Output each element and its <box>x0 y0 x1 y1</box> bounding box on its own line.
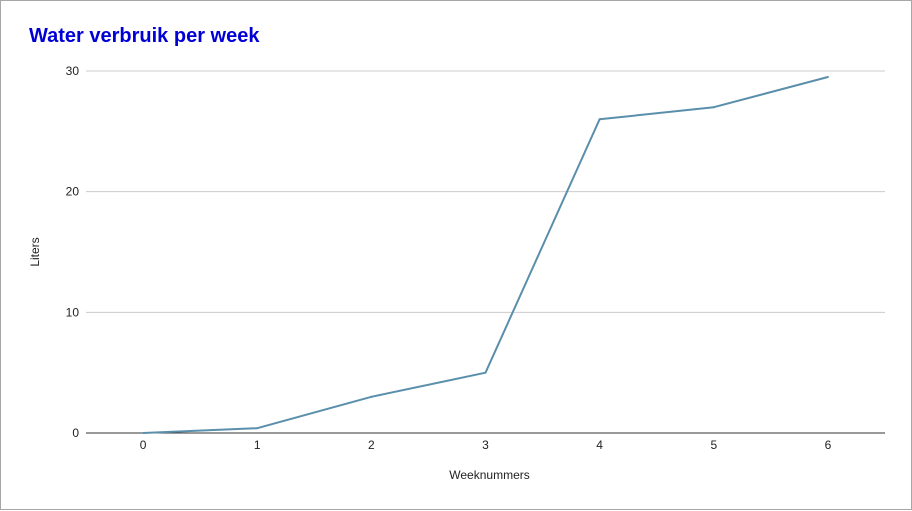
y-axis-title: Liters <box>28 237 42 266</box>
x-axis-title: Weeknummers <box>449 468 529 482</box>
series-line-0 <box>143 76 829 434</box>
x-tick-label-2: 2 <box>368 438 375 452</box>
data-point-0-4 <box>598 118 601 121</box>
x-tick-label-6: 6 <box>825 438 832 452</box>
data-point-0-6 <box>826 76 829 79</box>
x-tick-label-3: 3 <box>482 438 489 452</box>
x-tick-label-0: 0 <box>140 438 147 452</box>
y-tick-label-30: 30 <box>66 64 80 78</box>
x-tick-label-4: 4 <box>596 438 603 452</box>
data-point-0-2 <box>370 395 373 398</box>
chart-title: Water verbruik per week <box>29 25 260 47</box>
x-tick-label-5: 5 <box>710 438 717 452</box>
data-point-0-3 <box>484 371 487 374</box>
data-point-0-0 <box>142 432 145 434</box>
y-tick-label-20: 20 <box>66 185 80 199</box>
x-tick-label-1: 1 <box>254 438 261 452</box>
y-tick-label-10: 10 <box>66 305 80 319</box>
data-point-0-1 <box>256 427 259 430</box>
data-point-0-5 <box>712 106 715 109</box>
y-tick-label-0: 0 <box>72 426 79 440</box>
